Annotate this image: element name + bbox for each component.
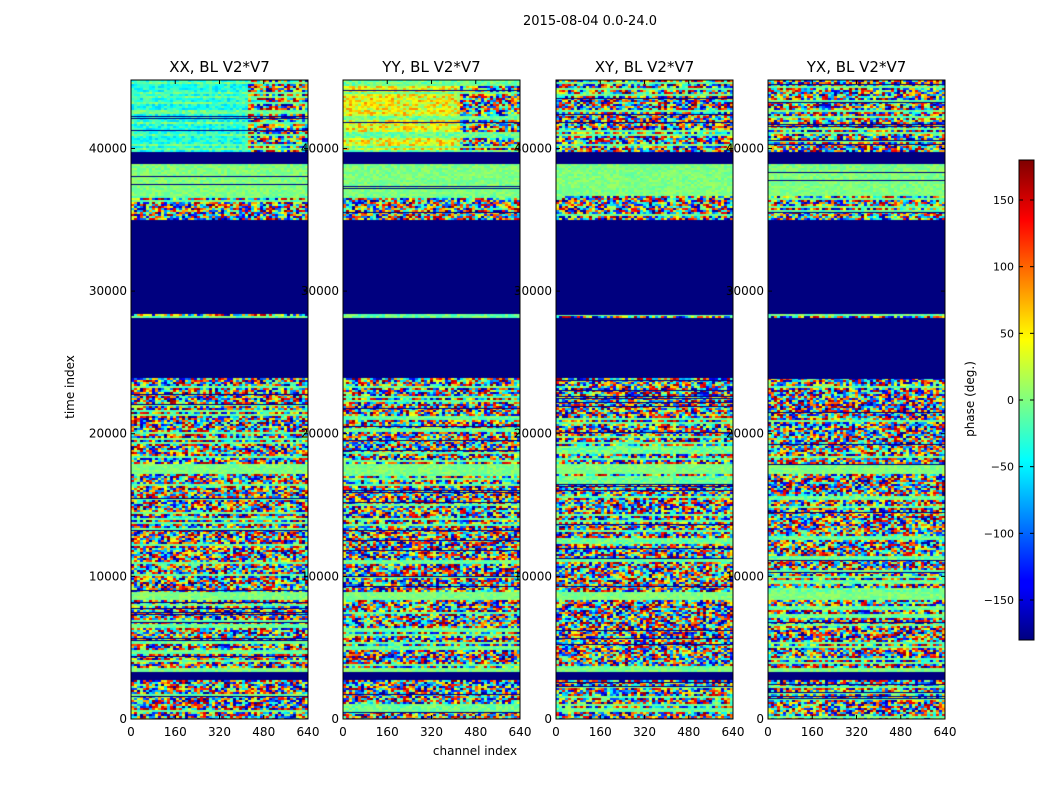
x-tick-label: 160 — [801, 725, 824, 739]
panel-xy — [555, 79, 734, 720]
y-tick-label: 20000 — [726, 427, 764, 441]
x-tick-label: 640 — [722, 725, 745, 739]
x-tick-label: 160 — [376, 725, 399, 739]
colorbar-tick-label: 100 — [993, 261, 1014, 274]
x-tick-label: 480 — [252, 725, 275, 739]
x-tick-label: 480 — [464, 725, 487, 739]
y-tick-label: 40000 — [89, 141, 127, 155]
x-tick-label: 0 — [339, 725, 347, 739]
x-tick-label: 480 — [889, 725, 912, 739]
panel-yy — [342, 79, 521, 720]
y-tick-label: 40000 — [301, 141, 339, 155]
y-tick-label: 20000 — [89, 427, 127, 441]
heatmap-yx — [768, 80, 945, 719]
x-tick-label: 640 — [934, 725, 957, 739]
x-tick-label: 160 — [589, 725, 612, 739]
figure-title: 2015-08-04 0.0-24.0 — [523, 14, 657, 29]
panel-yx — [767, 79, 946, 720]
panel-title-xy: XY, BL V2*V7 — [594, 58, 695, 76]
panel-title-yx: YX, BL V2*V7 — [806, 58, 907, 76]
y-tick-label: 10000 — [89, 569, 127, 583]
y-tick-label: 30000 — [514, 284, 552, 298]
heatmap-xx — [131, 80, 308, 719]
y-tick-label: 0 — [119, 712, 127, 726]
x-tick-label: 640 — [509, 725, 532, 739]
colorbar-tick-label: −150 — [984, 594, 1014, 607]
x-tick-label: 320 — [845, 725, 868, 739]
x-tick-label: 320 — [633, 725, 656, 739]
x-tick-label: 320 — [208, 725, 231, 739]
x-tick-label: 640 — [297, 725, 320, 739]
y-tick-label: 10000 — [514, 569, 552, 583]
panel-title-xx: XX, BL V2*V7 — [169, 58, 270, 76]
y-tick-label: 30000 — [726, 284, 764, 298]
y-tick-label: 20000 — [301, 427, 339, 441]
x-tick-label: 0 — [127, 725, 135, 739]
colorbar-tick-label: 0 — [1007, 394, 1014, 407]
x-tick-label: 160 — [164, 725, 187, 739]
y-tick-label: 20000 — [514, 427, 552, 441]
y-tick-label: 40000 — [514, 141, 552, 155]
x-tick-label: 480 — [677, 725, 700, 739]
y-tick-label: 10000 — [301, 569, 339, 583]
y-tick-label: 30000 — [89, 284, 127, 298]
y-tick-label: 40000 — [726, 141, 764, 155]
heatmap-yy — [343, 80, 520, 719]
y-tick-label: 0 — [544, 712, 552, 726]
heatmap-xy — [556, 80, 733, 719]
panel-title-yy: YY, BL V2*V7 — [382, 58, 481, 76]
colorbar-tick-label: 150 — [993, 194, 1014, 207]
y-tick-label: 30000 — [301, 284, 339, 298]
panel-xx — [130, 79, 309, 720]
colorbar-tick-label: −50 — [991, 461, 1014, 474]
y-tick-label: 0 — [756, 712, 764, 726]
x-axis-label: channel index — [432, 744, 518, 758]
y-tick-label: 10000 — [726, 569, 764, 583]
y-tick-label: 0 — [331, 712, 339, 726]
x-tick-label: 0 — [764, 725, 772, 739]
colorbar-tick-label: −100 — [984, 527, 1014, 540]
x-tick-label: 320 — [420, 725, 443, 739]
x-tick-label: 0 — [552, 725, 560, 739]
colorbar-tick-label: 50 — [1000, 327, 1014, 340]
